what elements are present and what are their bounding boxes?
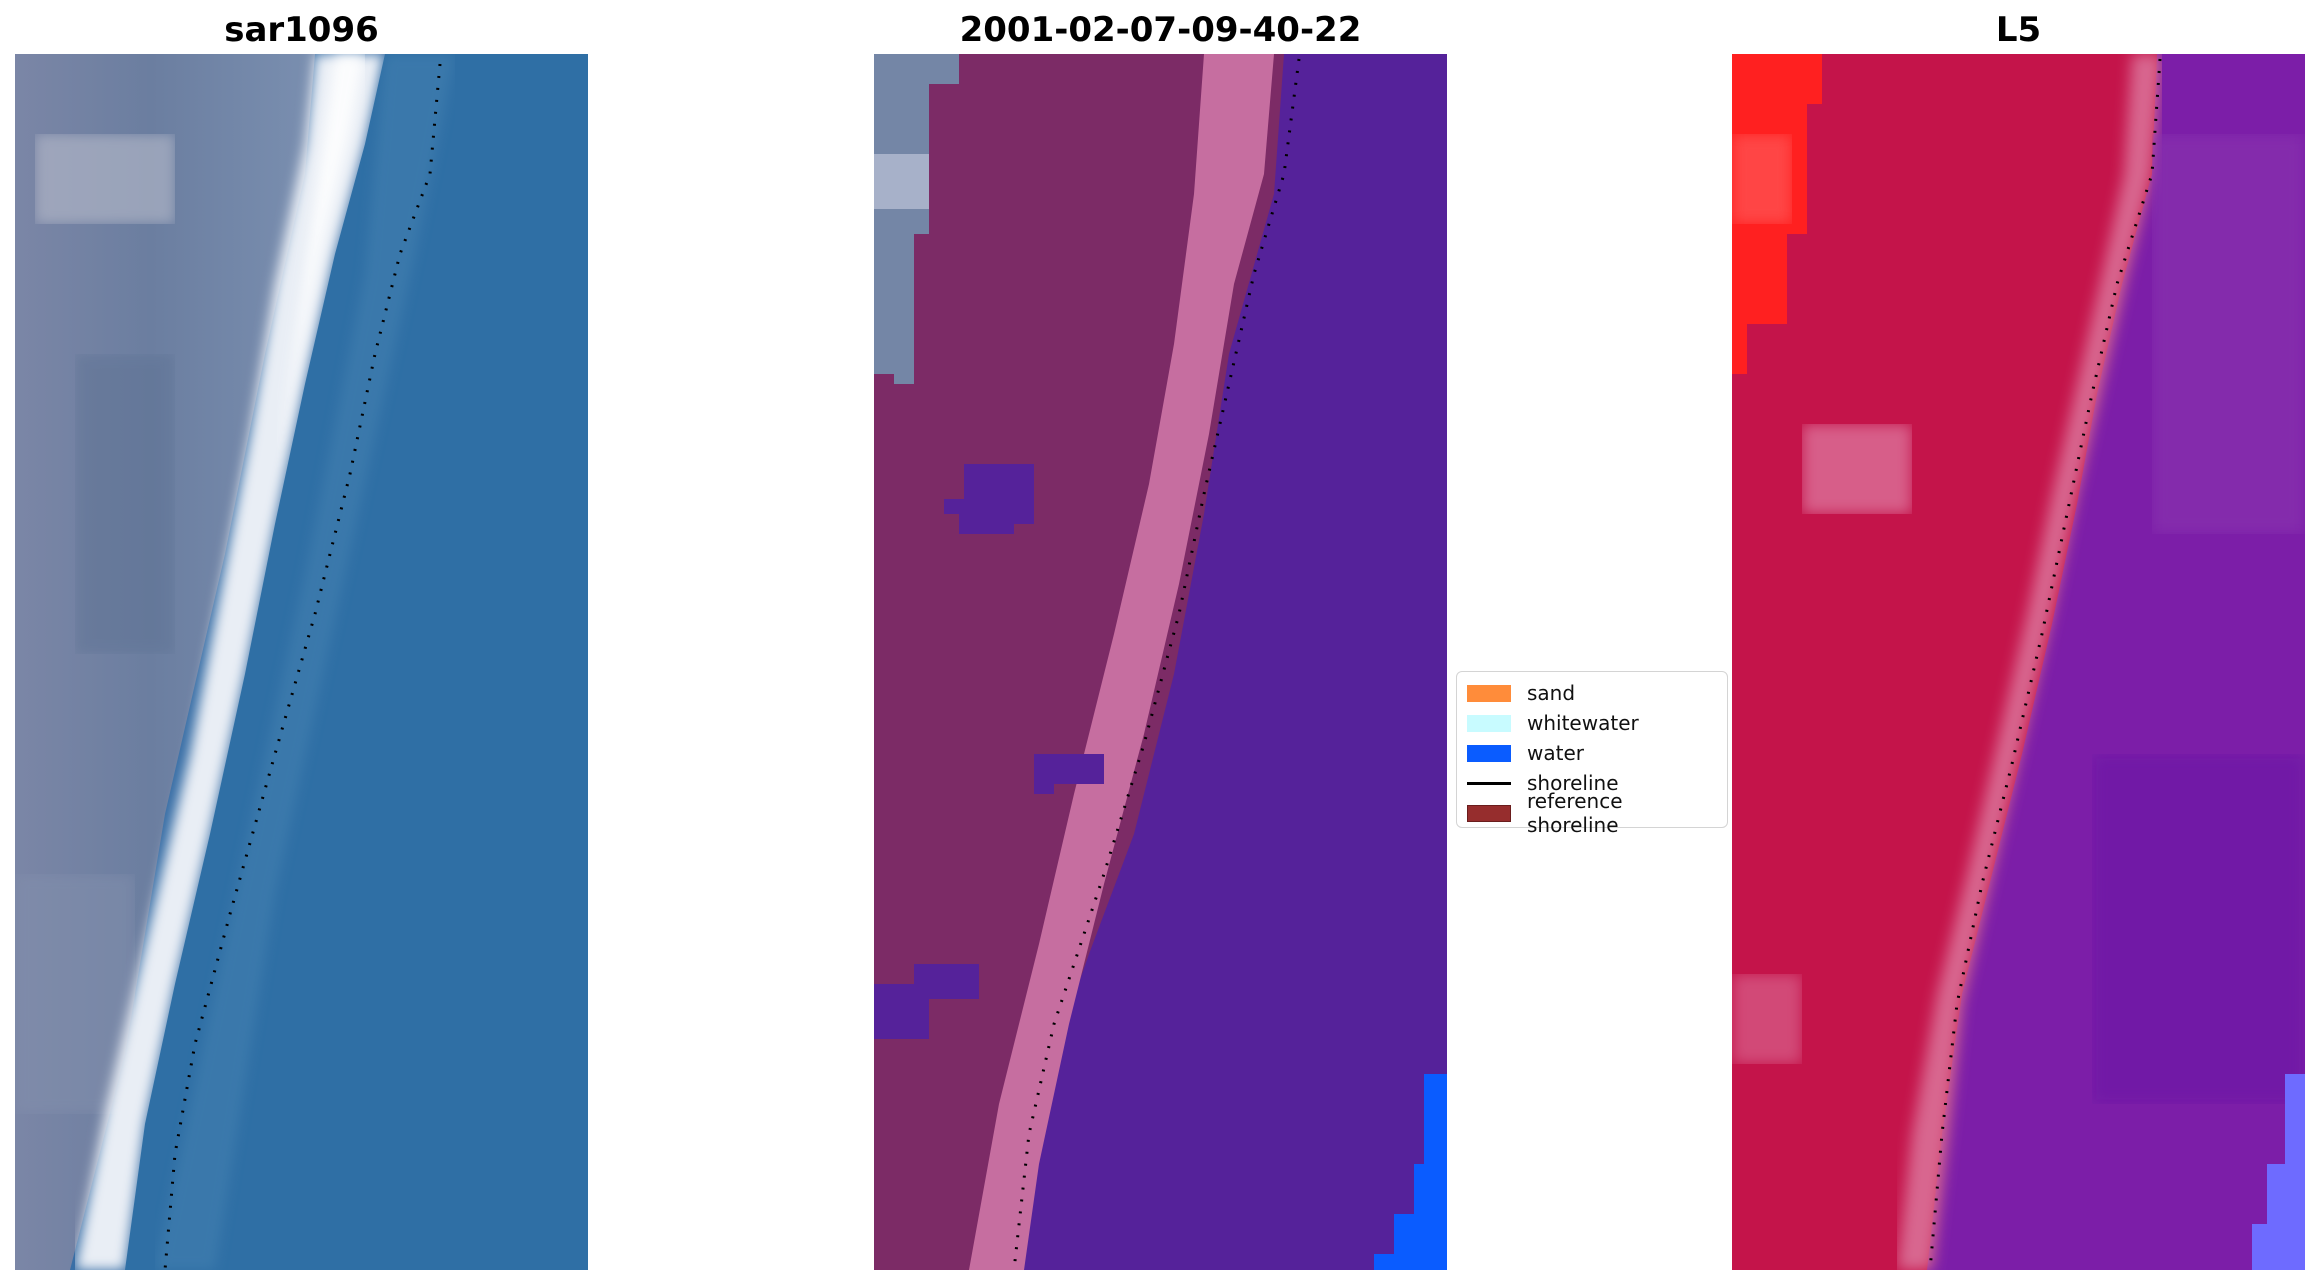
rgb-image-panel	[15, 54, 588, 1270]
legend-label: reference shoreline	[1527, 789, 1623, 837]
water-swatch	[1467, 744, 1511, 762]
index-image	[1732, 54, 2305, 1270]
classified-image	[874, 54, 1447, 1270]
panel-title-index: L5	[1995, 10, 2042, 50]
legend-item-water: water	[1467, 738, 1717, 768]
panel-title-classified: 2001-02-07-09-40-22	[959, 10, 1362, 50]
shoreline-line	[1928, 58, 2162, 1270]
legend-item-sand: sand	[1467, 678, 1717, 708]
legend-label: whitewater	[1527, 711, 1639, 735]
index-image-panel	[1732, 54, 2305, 1270]
legend: sand whitewater water shoreline referenc…	[1456, 671, 1728, 837]
reference-shoreline-swatch	[1467, 804, 1511, 822]
legend-item-shoreline: shoreline	[1467, 768, 1717, 798]
classified-image-panel	[874, 54, 1447, 1270]
legend-label: water	[1527, 741, 1584, 765]
panel-title-rgb: sar1096	[224, 10, 379, 50]
legend-item-whitewater: whitewater	[1467, 708, 1717, 738]
legend-item-reference-shoreline: reference shoreline	[1467, 789, 1717, 837]
legend-label: sand	[1527, 681, 1576, 705]
whitewater-swatch	[1467, 714, 1511, 732]
shoreline-line	[163, 63, 442, 1270]
sand-swatch	[1467, 684, 1511, 702]
legend-label: shoreline	[1527, 771, 1619, 795]
rgb-image	[15, 54, 588, 1270]
shoreline-swatch	[1467, 781, 1511, 785]
